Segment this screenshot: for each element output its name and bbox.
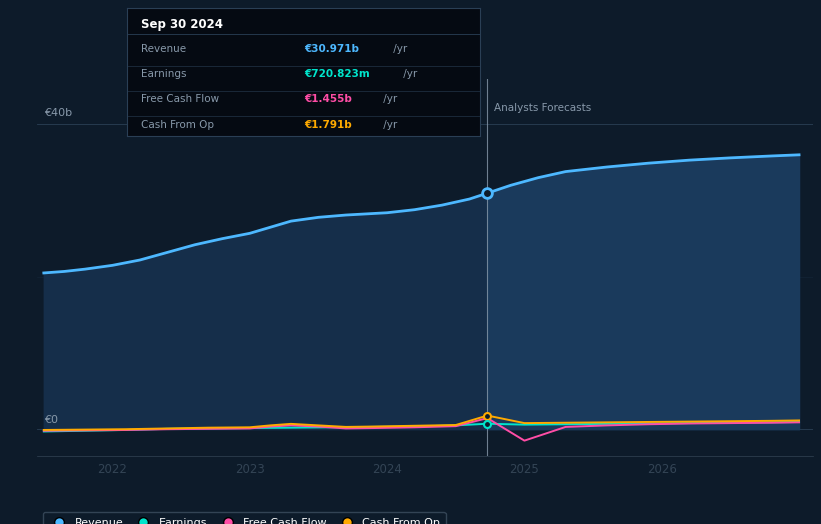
Text: /yr: /yr: [380, 94, 397, 104]
Text: Revenue: Revenue: [141, 44, 186, 54]
Legend: Revenue, Earnings, Free Cash Flow, Cash From Op: Revenue, Earnings, Free Cash Flow, Cash …: [43, 512, 446, 524]
Text: Free Cash Flow: Free Cash Flow: [141, 94, 219, 104]
Text: €1.791b: €1.791b: [304, 119, 351, 129]
Text: €720.823m: €720.823m: [304, 70, 369, 80]
Text: €30.971b: €30.971b: [304, 44, 359, 54]
Text: /yr: /yr: [400, 70, 417, 80]
Text: €0: €0: [44, 414, 57, 424]
Text: /yr: /yr: [380, 119, 397, 129]
Text: Cash From Op: Cash From Op: [141, 119, 214, 129]
Text: Earnings: Earnings: [141, 70, 187, 80]
Text: Past: Past: [455, 103, 480, 113]
Text: Sep 30 2024: Sep 30 2024: [141, 18, 223, 31]
Text: /yr: /yr: [390, 44, 407, 54]
Text: €40b: €40b: [44, 108, 72, 118]
Text: €1.455b: €1.455b: [304, 94, 351, 104]
Text: Analysts Forecasts: Analysts Forecasts: [494, 103, 591, 113]
